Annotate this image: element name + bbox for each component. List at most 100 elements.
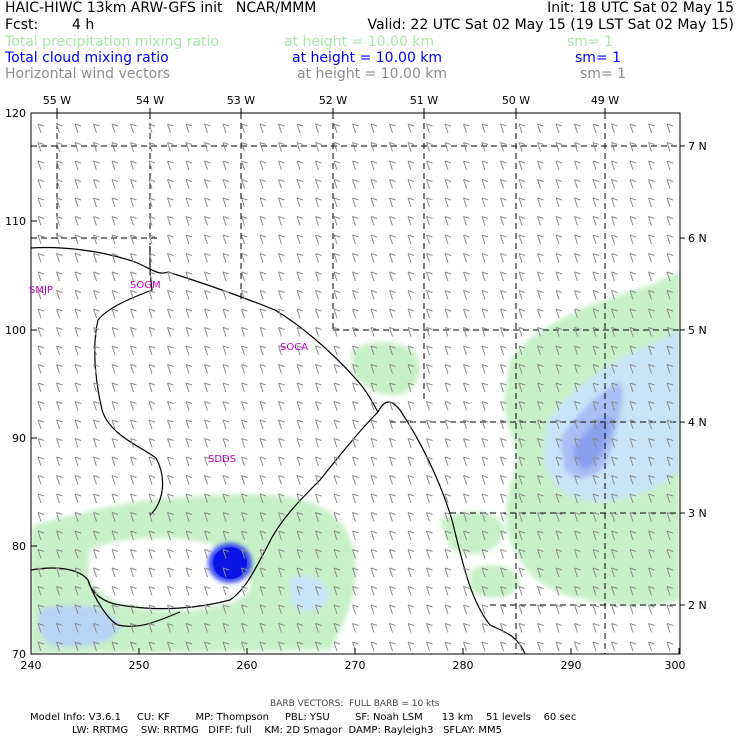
wind-barb: [259, 586, 267, 596]
wind-barb: [37, 290, 45, 300]
wind-barb: [74, 345, 82, 356]
wind-barb: [148, 623, 156, 633]
wind-barb: [296, 530, 304, 541]
wind-barb: [130, 179, 137, 189]
wind-barb: [518, 271, 526, 282]
wind-barb: [537, 345, 544, 356]
wind-barb: [222, 475, 230, 485]
wind-barb: [463, 179, 470, 189]
wind-barb: [93, 586, 100, 596]
wind-barb: [574, 271, 581, 282]
wind-barb: [444, 438, 452, 448]
wind-barb: [333, 604, 341, 615]
wind-barb: [93, 364, 100, 374]
wind-barb: [629, 234, 637, 245]
wind-barb: [259, 530, 267, 541]
wind-barb: [74, 641, 82, 652]
wind-barb: [500, 419, 507, 430]
wind-barb: [537, 401, 544, 411]
wind-barb: [611, 290, 618, 300]
wind-barb: [222, 641, 230, 652]
wind-barb: [278, 197, 285, 208]
wind-barb: [352, 493, 359, 504]
wind-barb: [185, 586, 193, 596]
wind-barb: [574, 530, 581, 541]
wind-barb: [130, 623, 137, 633]
wind-barb: [518, 142, 526, 152]
wind-barb: [333, 290, 341, 300]
wind-barb: [315, 271, 322, 282]
wind-barb: [148, 567, 156, 578]
wind-barb: [278, 567, 285, 578]
wind-barb: [537, 234, 544, 245]
wind-barb: [370, 197, 378, 208]
x-tick-label: 260: [237, 659, 258, 672]
wind-barb: [315, 382, 322, 393]
wind-barb: [426, 641, 433, 652]
wind-barb: [259, 308, 267, 319]
wind-barb: [648, 623, 655, 633]
wind-barb: [629, 512, 637, 522]
wind-barb: [629, 567, 637, 578]
wind-barb: [648, 401, 655, 411]
wind-barb: [426, 493, 433, 504]
wind-barb: [241, 253, 248, 263]
wind-barb: [518, 586, 526, 596]
wind-barb: [370, 308, 378, 319]
wind-barb: [74, 530, 82, 541]
wind-barb: [444, 530, 452, 541]
wind-barb: [389, 641, 396, 652]
station-label: SOGM: [130, 280, 161, 291]
wind-barb: [333, 327, 341, 337]
wind-barb: [463, 475, 470, 485]
wind-barb: [463, 327, 470, 337]
wind-barb: [37, 179, 45, 189]
wind-barb: [518, 327, 526, 337]
wind-barb: [111, 475, 119, 485]
wind-barb: [74, 123, 82, 134]
wind-barb: [537, 290, 544, 300]
wind-barb: [37, 419, 45, 430]
wind-barb: [333, 641, 341, 652]
wind-barb: [352, 419, 359, 430]
wind-barb: [148, 234, 156, 245]
wind-barb: [592, 456, 600, 467]
wind-barb: [74, 179, 82, 189]
wind-barb: [592, 641, 600, 652]
wind-barb: [111, 641, 119, 652]
wind-barb: [278, 456, 285, 467]
wind-barb: [333, 530, 341, 541]
wind-barb: [500, 456, 507, 467]
wind-barb: [167, 345, 174, 356]
wind-barb: [444, 641, 452, 652]
x-tick-label: 290: [561, 659, 582, 672]
x-axis-ticks: [30, 648, 680, 654]
wind-barb: [241, 179, 248, 189]
wind-barb: [222, 160, 230, 171]
wind-barb: [296, 549, 304, 559]
wind-barb: [407, 641, 415, 652]
wind-barb: [629, 419, 637, 430]
wind-barb: [444, 327, 452, 337]
wind-barb: [592, 253, 600, 263]
wind-barb: [481, 327, 489, 337]
wind-barb: [592, 623, 600, 633]
wind-barb: [333, 493, 341, 504]
wind-barb: [56, 493, 63, 504]
wind-barb: [666, 179, 674, 189]
wind-barb: [629, 253, 637, 263]
wind-barb: [333, 438, 341, 448]
wind-barb: [204, 475, 211, 485]
wind-barb: [537, 216, 544, 226]
wind-barb: [167, 586, 174, 596]
wind-barb: [185, 216, 193, 226]
wind-barb: [444, 308, 452, 319]
wind-barb: [629, 179, 637, 189]
wind-barb: [648, 160, 655, 171]
wind-barb: [37, 456, 45, 467]
wind-barb: [259, 327, 267, 337]
wind-barb: [37, 493, 45, 504]
wind-barb: [648, 549, 655, 559]
wind-barb: [167, 216, 174, 226]
field-wind-level: at height = 10.00 km: [297, 66, 448, 82]
